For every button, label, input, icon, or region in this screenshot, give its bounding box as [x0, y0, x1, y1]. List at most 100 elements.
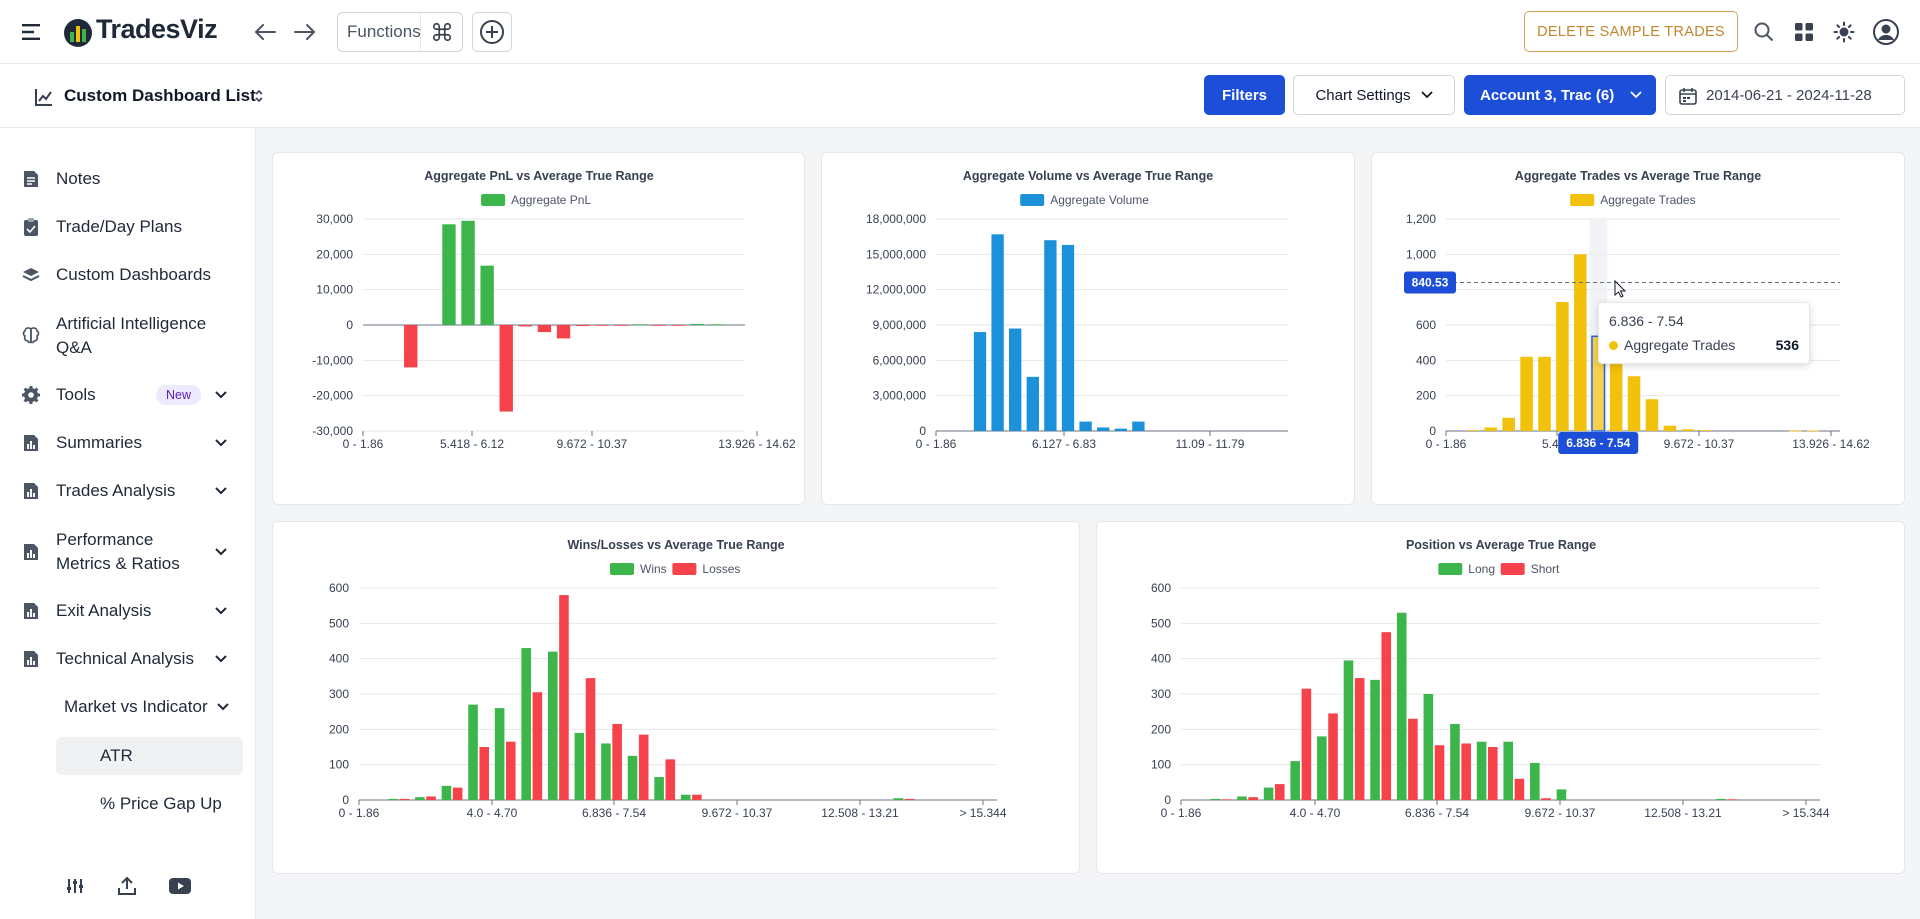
bar [1434, 745, 1445, 800]
gear-icon [20, 384, 42, 406]
pnl-chart[interactable]: Aggregate PnL vs Average True Range Aggre… [273, 153, 806, 506]
bar [574, 732, 585, 800]
wins-losses-chart[interactable]: Wins/Losses vs Average True Range Wins Los… [273, 522, 1081, 875]
bar [1290, 761, 1301, 800]
y-tick-label: 3,000,000 [873, 389, 927, 403]
upload-icon[interactable] [116, 875, 138, 897]
sidebar-item-summaries[interactable]: Summaries [0, 430, 256, 456]
chevron-down-icon [215, 391, 227, 399]
sidebar-item-atr[interactable]: ATR [0, 743, 256, 769]
chart-doc-icon [20, 541, 42, 563]
add-button[interactable] [472, 12, 512, 52]
y-tick-label: -10,000 [312, 353, 353, 367]
chevron-down-icon [215, 607, 227, 615]
bar [499, 325, 513, 412]
account-select-button[interactable]: Account 3, Trac (6) [1464, 75, 1656, 115]
bar [692, 794, 702, 800]
bar [680, 794, 691, 800]
y-tick-label: 500 [1151, 616, 1171, 630]
legend-label: Aggregate PnL [511, 193, 591, 207]
delete-sample-trades-button[interactable]: DELETE SAMPLE TRADES [1524, 11, 1738, 52]
legend-swatch [1020, 194, 1045, 206]
updown-chevron-icon[interactable] [252, 86, 266, 106]
y-tick-label: 0 [346, 318, 353, 332]
y-tick-label: 18,000,000 [866, 212, 926, 226]
crosshair-y-badge [1404, 271, 1456, 294]
chart-title: Aggregate PnL vs Average True Range [424, 169, 654, 183]
bar [506, 741, 516, 800]
bar [1484, 427, 1498, 431]
app-logo-text[interactable]: TradesViz [96, 14, 218, 44]
chevron-down-icon [215, 548, 227, 556]
search-icon[interactable] [1752, 20, 1776, 44]
bar [1097, 427, 1110, 431]
sidebar-item-custom-dashboards[interactable]: Custom Dashboards [0, 262, 256, 288]
sidebar-item-ai-qa[interactable]: Artificial Intelligence Q&A [0, 312, 256, 360]
bar [1132, 421, 1145, 431]
chart-tooltip: 6.836 - 7.54 Aggregate Trades 536 [1598, 302, 1810, 364]
bar [441, 785, 452, 800]
sidebar-item-trade-day-plans[interactable]: Trade/Day Plans [0, 214, 256, 240]
bar [575, 325, 590, 327]
bar [1716, 798, 1727, 800]
sidebar-item-tools[interactable]: Tools New [0, 382, 256, 408]
bar [1806, 430, 1820, 432]
bar [1263, 787, 1274, 800]
user-avatar-icon[interactable] [1872, 18, 1900, 46]
filters-button[interactable]: Filters [1204, 75, 1285, 115]
top-bar: TradesViz Functions DELETE SAMPLE TRADES [0, 0, 1920, 64]
sidebar-item-notes[interactable]: Notes [0, 166, 256, 192]
trades-chart[interactable]: Aggregate Trades vs Average True Range Ag… [1372, 153, 1906, 506]
date-range-value: 2014-06-21 - 2024-11-28 [1706, 86, 1872, 104]
volume-chart[interactable]: Aggregate Volume vs Average True Range Ag… [822, 153, 1356, 506]
sidebar-item-exit-analysis[interactable]: Exit Analysis [0, 598, 256, 624]
crosshair-y-label: 840.53 [1412, 276, 1449, 290]
x-tick-label: 9.672 - 10.37 [557, 437, 628, 451]
bar [1788, 430, 1802, 432]
bar [468, 704, 478, 800]
functions-button[interactable]: Functions [337, 12, 463, 52]
bar [973, 332, 987, 431]
bar [1210, 798, 1221, 800]
bar [1530, 762, 1540, 800]
date-range-picker[interactable]: 2014-06-21 - 2024-11-28 [1665, 75, 1905, 115]
sidebar-item-technical-analysis[interactable]: Technical Analysis [0, 646, 256, 672]
bar [426, 796, 436, 800]
apps-grid-icon[interactable] [1792, 20, 1816, 44]
bar [548, 651, 558, 800]
sidebar-item-atr-active[interactable] [56, 737, 243, 775]
bar [614, 325, 628, 326]
bar [638, 734, 649, 800]
chart-settings-button[interactable]: Chart Settings [1293, 75, 1455, 115]
logo-icon[interactable] [62, 15, 94, 49]
position-chart[interactable]: Position vs Average True Range Long Short 6… [1097, 522, 1906, 875]
y-tick-label: -20,000 [312, 389, 353, 403]
bar [1221, 799, 1232, 801]
bar [595, 325, 609, 326]
bar [1538, 356, 1551, 431]
theme-sun-icon[interactable] [1832, 20, 1856, 44]
bar [442, 224, 456, 325]
x-tick-label: 6.836 - 7.54 [582, 806, 646, 820]
forward-arrow-icon[interactable] [292, 20, 318, 44]
sidebar-item-market-vs-indicator[interactable]: Market vs Indicator [0, 694, 256, 720]
sidebar-item-performance-metrics[interactable]: Performance Metrics & Ratios [0, 528, 256, 576]
bar [627, 755, 638, 800]
bar [1408, 718, 1418, 800]
hamburger-menu-icon[interactable] [20, 20, 44, 44]
sidebar-item-label: Summaries [56, 433, 142, 452]
y-tick-label: 0 [1164, 793, 1171, 807]
sliders-icon[interactable] [64, 875, 86, 897]
youtube-icon[interactable] [168, 875, 192, 897]
dashboard-list-title[interactable]: Custom Dashboard List [64, 86, 256, 105]
sidebar-item-trades-analysis[interactable]: Trades Analysis [0, 478, 256, 504]
sidebar-item-price-gap-up[interactable]: % Price Gap Up [0, 791, 256, 817]
bar [654, 777, 664, 800]
bar [1354, 678, 1365, 800]
tooltip-range: 6.836 - 7.54 [1609, 313, 1684, 329]
sidebar-item-label: Market vs Indicator [64, 697, 208, 716]
bar [671, 325, 685, 326]
y-tick-label: 400 [1416, 353, 1436, 367]
back-arrow-icon[interactable] [252, 20, 278, 44]
calendar-icon [1679, 88, 1697, 105]
